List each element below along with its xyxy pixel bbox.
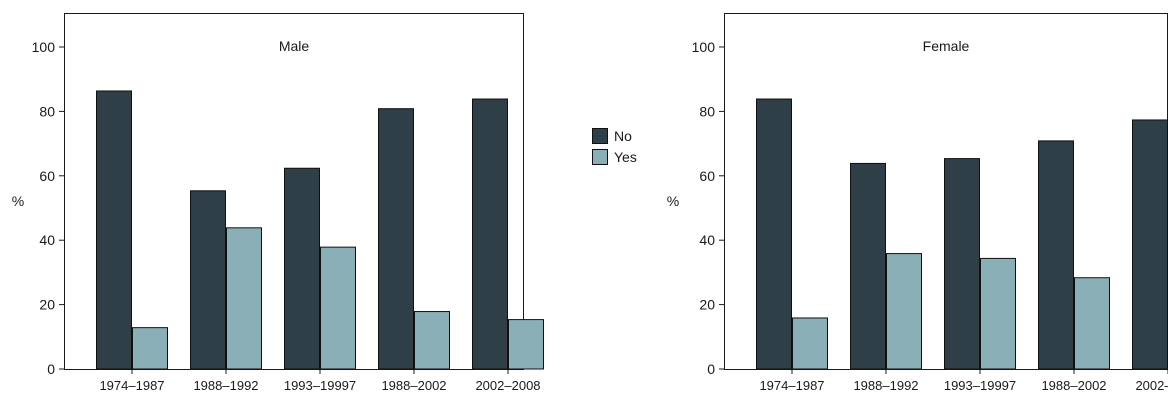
bar-no xyxy=(1038,140,1074,370)
y-axis-label: % xyxy=(12,193,24,209)
legend-swatch-no xyxy=(592,128,608,144)
chart-title: Male xyxy=(279,38,310,54)
bar-yes xyxy=(886,253,922,370)
y-tick-label: 80 xyxy=(39,103,55,119)
bar-no xyxy=(850,162,886,370)
x-tick-label: 1988–1992 xyxy=(853,378,918,393)
bar-no xyxy=(190,190,226,370)
bar-no xyxy=(756,98,792,370)
bar-no xyxy=(1132,119,1168,370)
y-tick-label: 80 xyxy=(699,103,715,119)
bar-no xyxy=(284,167,320,370)
legend-swatch-yes xyxy=(592,149,608,165)
bar-yes xyxy=(414,311,450,370)
bar-no xyxy=(378,108,414,370)
y-tick-label: 40 xyxy=(39,232,55,248)
x-tick-label: 2002–2008 xyxy=(475,378,540,393)
y-tick-label: 0 xyxy=(707,361,715,377)
x-tick-label: 2002–2008 xyxy=(1135,378,1168,393)
bar-yes xyxy=(1074,277,1110,370)
y-tick-label: 100 xyxy=(32,39,56,55)
legend: No Yes xyxy=(592,128,637,165)
bar-yes xyxy=(320,246,356,370)
x-tick-label: 1974–1987 xyxy=(759,378,824,393)
y-tick-label: 20 xyxy=(39,297,55,313)
bar-yes xyxy=(980,257,1016,370)
x-tick-label: 1988–2002 xyxy=(381,378,446,393)
y-tick-label: 60 xyxy=(699,168,715,184)
bar-yes xyxy=(792,317,828,370)
chart-title: Female xyxy=(923,38,970,54)
x-tick-label: 1988–1992 xyxy=(193,378,258,393)
x-tick-label: 1993–19997 xyxy=(284,378,356,393)
y-tick-label: 60 xyxy=(39,168,55,184)
x-tick-label: 1974–1987 xyxy=(99,378,164,393)
bar-yes xyxy=(226,227,262,370)
y-tick-label: 40 xyxy=(699,232,715,248)
x-tick-label: 1993–19997 xyxy=(944,378,1016,393)
legend-label-yes: Yes xyxy=(614,149,637,165)
bar-no xyxy=(944,158,980,370)
bar-no xyxy=(472,98,508,370)
y-axis-label: % xyxy=(667,193,679,209)
bar-no xyxy=(96,90,132,370)
legend-label-no: No xyxy=(614,128,632,144)
bar-yes xyxy=(132,327,168,370)
y-tick-label: 0 xyxy=(47,361,55,377)
y-tick-label: 100 xyxy=(692,39,716,55)
chart-male: 0 20 40 60 80 100% Male 1974–1987 1988–1992 1993–… xyxy=(12,13,544,393)
chart-female: 0 20 40 60 80 100% Female 1974–1987 1988–1992 199… xyxy=(667,13,1168,393)
x-tick-label: 1988–2002 xyxy=(1041,378,1106,393)
bar-yes xyxy=(508,319,544,370)
y-tick-label: 20 xyxy=(699,297,715,313)
